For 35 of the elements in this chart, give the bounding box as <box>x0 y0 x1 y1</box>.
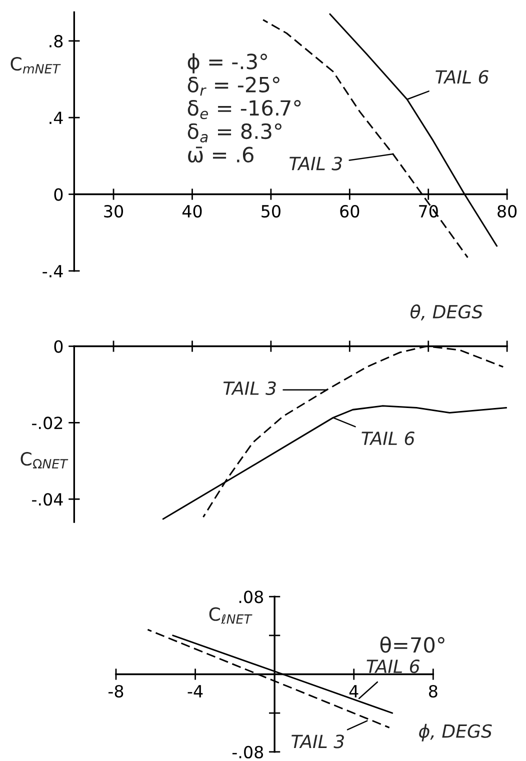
y-axis-title: C$_{mNET}$ <box>10 56 61 74</box>
annotation: δ$_{a}$ = 8.3° <box>188 123 282 142</box>
x-tick-label: 60 <box>340 204 360 218</box>
annotation: δ$_{r}$ = -25° <box>188 76 280 96</box>
annotation: TAIL 3 <box>223 381 276 396</box>
x-tick-label: 8 <box>428 684 438 698</box>
annotation: TAIL 3 <box>290 156 342 170</box>
annotation: θ=70° <box>380 636 444 653</box>
x-axis-title: θ, DEGS <box>410 304 483 320</box>
annotation: TAIL 6 <box>436 70 488 84</box>
x-tick-label: -8 <box>108 684 124 698</box>
y-tick-label: 0 <box>54 188 63 201</box>
x-tick-label: 40 <box>182 204 202 218</box>
y-tick-label: .4 <box>50 112 63 124</box>
y-tick-label: .08 <box>239 590 264 604</box>
annotation: ϕ = -.3° <box>188 53 267 74</box>
annotation: δ$_{e}$ = -16.7° <box>188 100 301 120</box>
y-tick-label: .8 <box>50 34 63 48</box>
annotation: TAIL 6 <box>366 660 420 674</box>
annotation: ω̄ = .6 <box>188 146 254 163</box>
x-tick-label: 50 <box>262 204 280 218</box>
annotation: TAIL 6 <box>362 432 414 446</box>
y-tick-label: 0 <box>54 340 63 353</box>
y-axis-title: C$_{ℓNET}$ <box>209 607 252 624</box>
x-tick-label: 80 <box>498 204 517 218</box>
x-tick-label: 4 <box>349 685 358 698</box>
x-tick-label: -4 <box>188 685 203 698</box>
y-axis-title: C$_{ΩNET}$ <box>20 452 68 468</box>
x-axis-title: ϕ, DEGS <box>419 724 492 742</box>
y-tick-label: -.4 <box>42 265 63 278</box>
y-tick-label: -.08 <box>232 746 264 758</box>
x-tick-label: 30 <box>104 204 124 218</box>
y-tick-label: -.04 <box>32 493 63 506</box>
y-tick-label: -.02 <box>32 416 62 430</box>
annotation: TAIL 3 <box>292 734 344 748</box>
